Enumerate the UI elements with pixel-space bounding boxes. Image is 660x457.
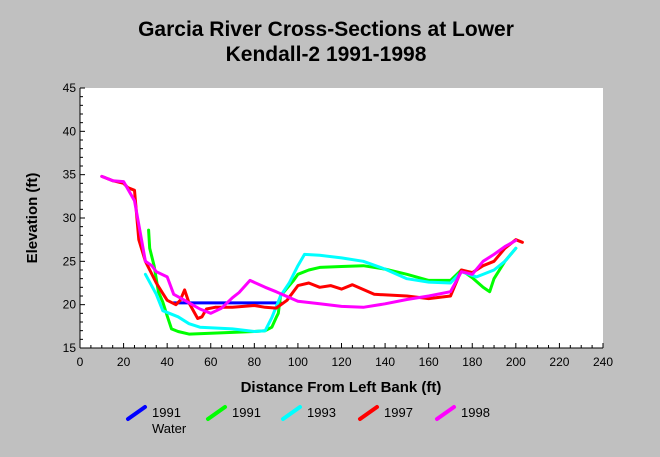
x-tick-label: 0 bbox=[77, 355, 84, 369]
y-tick-label: 40 bbox=[63, 124, 77, 138]
legend-label: 1991 bbox=[152, 405, 181, 420]
x-tick-label: 180 bbox=[462, 355, 482, 369]
legend-swatch bbox=[206, 405, 227, 421]
legend-item: 1991 bbox=[206, 405, 261, 421]
tick-labels: 15 20 25 30 35 40 45 0 20 40 60 80 100 120 140 160 180 20… bbox=[63, 81, 614, 369]
legend-swatch bbox=[281, 405, 302, 421]
y-tick-label: 15 bbox=[63, 341, 77, 355]
chart-title: Garcia River Cross-Sections at LowerKend… bbox=[138, 18, 514, 66]
series-line-4 bbox=[100, 174, 518, 315]
plot-area bbox=[80, 88, 603, 348]
series-lines bbox=[100, 174, 524, 336]
x-tick-label: 140 bbox=[375, 355, 395, 369]
legend-label: Water bbox=[152, 421, 187, 436]
legend-item: 1998 bbox=[435, 405, 490, 421]
legend-swatch bbox=[126, 405, 147, 421]
y-tick-label: 25 bbox=[63, 254, 77, 268]
legend-label: 1997 bbox=[384, 405, 413, 420]
legend-label: 1993 bbox=[307, 405, 336, 420]
y-tick-label: 30 bbox=[63, 211, 77, 225]
x-tick-label: 40 bbox=[160, 355, 174, 369]
legend-item: 1997 bbox=[358, 405, 413, 421]
x-tick-label: 80 bbox=[248, 355, 262, 369]
x-tick-label: 100 bbox=[288, 355, 308, 369]
x-tick-label: 160 bbox=[419, 355, 439, 369]
y-tick-label: 45 bbox=[63, 81, 77, 95]
y-tick-label: 35 bbox=[63, 168, 77, 182]
legend-item: 1993 bbox=[281, 405, 336, 421]
x-tick-label: 20 bbox=[117, 355, 131, 369]
chart-title-line: Kendall-2 1991-1998 bbox=[226, 43, 427, 66]
y-tick-label: 20 bbox=[63, 298, 77, 312]
x-tick-label: 200 bbox=[506, 355, 526, 369]
x-tick-label: 60 bbox=[204, 355, 218, 369]
x-tick-label: 120 bbox=[331, 355, 351, 369]
y-axis-label: Elevation (ft) bbox=[24, 173, 41, 264]
legend-swatch bbox=[358, 405, 379, 421]
x-tick-label: 240 bbox=[593, 355, 613, 369]
legend-label: 1991 bbox=[232, 405, 261, 420]
legend-swatch bbox=[435, 405, 456, 421]
x-tick-label: 220 bbox=[549, 355, 569, 369]
x-axis-label: Distance From Left Bank (ft) bbox=[241, 379, 442, 396]
chart-title-line: Garcia River Cross-Sections at Lower bbox=[138, 18, 514, 41]
legend-label: 1998 bbox=[461, 405, 490, 420]
